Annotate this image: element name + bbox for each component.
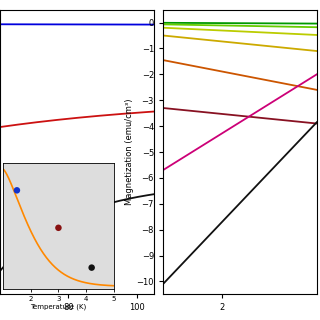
Y-axis label: Magnetization (emu/cm³): Magnetization (emu/cm³) [125, 99, 134, 205]
